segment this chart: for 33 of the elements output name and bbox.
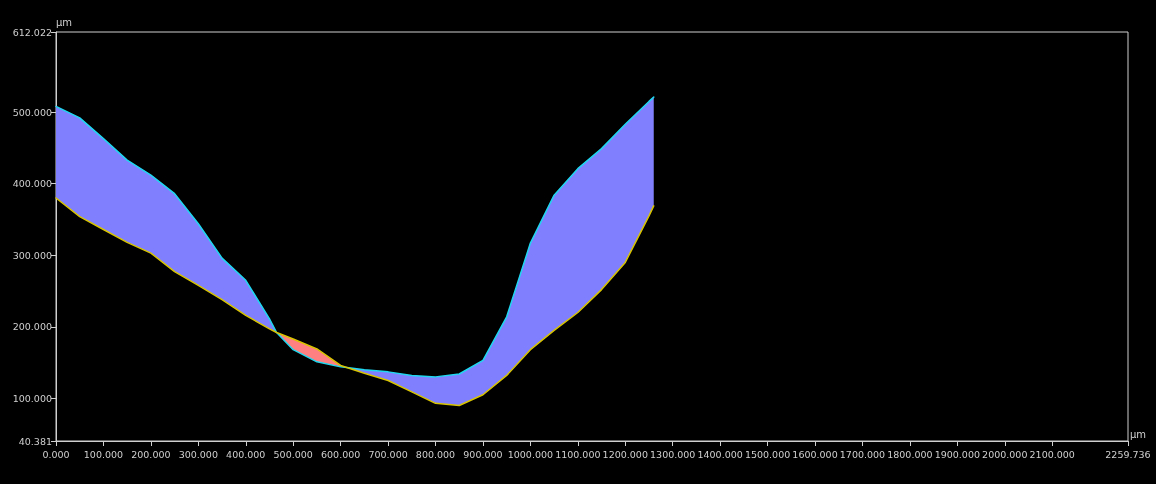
x-tick-label: 1600.000: [792, 448, 838, 460]
y-tick-label: 300.000: [12, 249, 52, 261]
x-axis-title: μm: [1130, 428, 1147, 440]
x-tick-label: 2100.000: [1029, 448, 1075, 460]
y-tick-label: 200.000: [12, 321, 52, 333]
x-tick-label: 1400.000: [697, 448, 743, 460]
x-tick-label: 1300.000: [650, 448, 696, 460]
x-tick-label: 1100.000: [555, 448, 601, 460]
x-tick-label: 1700.000: [839, 448, 886, 460]
y-tick-label: 612.022: [12, 26, 52, 38]
x-tick-label: 2000.000: [982, 448, 1028, 460]
x-tick-label: 0.000: [42, 448, 70, 460]
x-tick-label: 500.000: [273, 448, 313, 460]
x-tick-label: 800.000: [415, 448, 456, 460]
x-tick-label: 1200.000: [602, 448, 648, 460]
x-tick-label: 700.000: [368, 448, 408, 460]
y-tick-label: 40.381: [18, 435, 52, 447]
line-series: [55, 197, 655, 407]
x-tick-label: 300.000: [178, 448, 218, 460]
x-tick-label: 100.000: [83, 448, 124, 460]
x-tick-label: 1800.000: [887, 448, 933, 460]
x-tick-label: 600.000: [320, 448, 361, 460]
y-tick-label: 100.000: [12, 392, 52, 404]
x-tick-label: 900.000: [463, 448, 503, 460]
x-tick-label: 1900.000: [934, 448, 981, 460]
x-tick-label: 2259.736: [1105, 448, 1151, 460]
x-tick-label: 1000.000: [507, 448, 554, 460]
y-tick-label: 400.000: [12, 178, 52, 190]
y-tick-label: 500.000: [12, 106, 52, 118]
x-tick-label: 400.000: [226, 448, 266, 460]
x-tick-label: 200.000: [131, 448, 171, 460]
x-tick-label: 1500.000: [744, 448, 791, 460]
y-axis-title: μm: [56, 16, 73, 28]
